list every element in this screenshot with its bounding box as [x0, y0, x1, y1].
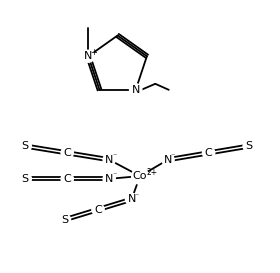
Circle shape: [132, 168, 148, 184]
Circle shape: [103, 173, 115, 185]
Text: N: N: [164, 155, 172, 165]
Circle shape: [162, 154, 174, 166]
Text: N: N: [132, 85, 140, 95]
Circle shape: [92, 204, 104, 216]
Text: Co: Co: [133, 171, 147, 181]
Circle shape: [19, 140, 31, 152]
Circle shape: [19, 173, 31, 185]
Text: S: S: [22, 141, 29, 151]
Circle shape: [61, 173, 73, 185]
Circle shape: [202, 147, 215, 159]
Text: N: N: [84, 51, 92, 61]
Text: ⁻: ⁻: [134, 191, 139, 200]
Text: S: S: [61, 215, 68, 225]
Text: 2+: 2+: [146, 168, 157, 177]
Circle shape: [58, 214, 71, 226]
Text: ⁻: ⁻: [112, 152, 116, 161]
Text: N: N: [105, 155, 113, 165]
Circle shape: [130, 84, 142, 96]
Text: C: C: [205, 148, 213, 158]
Circle shape: [103, 154, 115, 166]
Text: N: N: [127, 194, 136, 204]
Text: ⁻: ⁻: [112, 171, 116, 180]
Circle shape: [243, 140, 255, 152]
Circle shape: [82, 50, 94, 62]
Text: C: C: [94, 204, 102, 215]
Circle shape: [125, 193, 138, 205]
Text: S: S: [22, 174, 29, 184]
Text: C: C: [63, 148, 71, 158]
Text: N: N: [105, 174, 113, 184]
Circle shape: [61, 147, 73, 159]
Text: +: +: [90, 48, 97, 57]
Text: C: C: [63, 174, 71, 184]
Text: S: S: [246, 141, 253, 151]
Text: ⁻: ⁻: [171, 152, 175, 161]
